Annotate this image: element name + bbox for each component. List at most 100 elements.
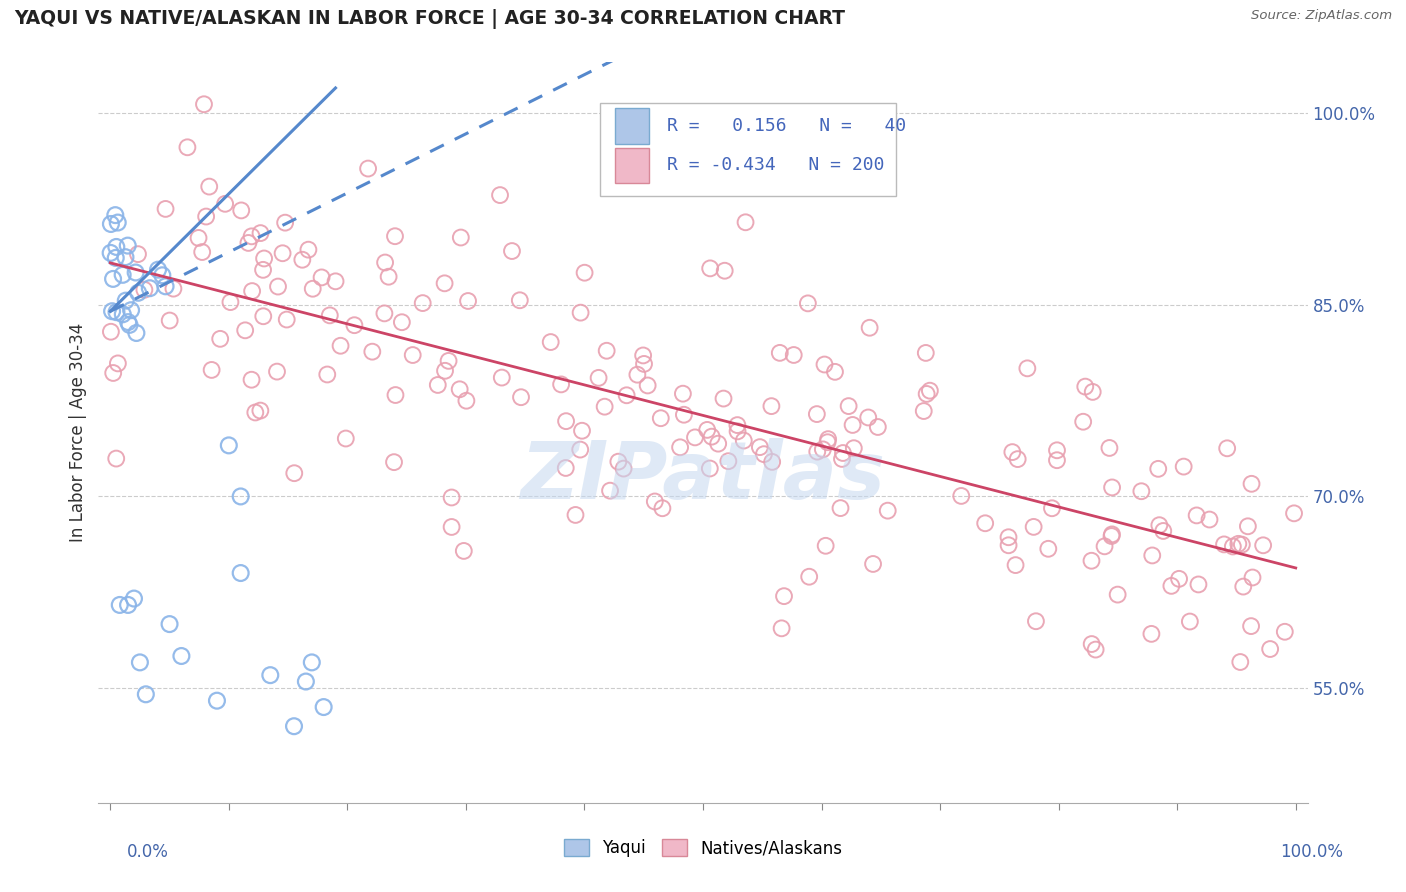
Point <box>433 277 456 291</box>
Point <box>1241 570 1264 584</box>
FancyBboxPatch shape <box>600 103 897 195</box>
Point <box>696 423 718 437</box>
Point <box>1074 379 1097 393</box>
Point <box>1168 572 1191 586</box>
Point <box>555 414 578 428</box>
Point <box>240 373 263 387</box>
Text: R =   0.156   N =   40: R = 0.156 N = 40 <box>666 117 905 135</box>
Point <box>1173 459 1195 474</box>
Text: ZIPatlas: ZIPatlas <box>520 438 886 516</box>
Point <box>725 418 748 433</box>
Point <box>103 366 125 380</box>
Point <box>437 354 460 368</box>
Point <box>440 520 463 534</box>
Point <box>117 598 139 612</box>
Point <box>699 261 721 276</box>
Point <box>276 312 298 326</box>
Point <box>550 377 572 392</box>
Point <box>384 388 406 402</box>
Point <box>134 283 156 297</box>
Point <box>195 210 218 224</box>
Point <box>249 403 271 417</box>
Point <box>297 243 319 257</box>
Point <box>402 348 425 362</box>
Point <box>616 388 638 402</box>
Point <box>510 390 533 404</box>
Point <box>607 455 630 469</box>
Point <box>841 417 863 432</box>
Point <box>205 694 228 708</box>
Point <box>127 247 149 261</box>
Point <box>105 451 128 466</box>
Point <box>540 334 562 349</box>
Point <box>1025 614 1047 628</box>
Point <box>713 264 735 278</box>
Point <box>159 617 181 632</box>
Point <box>1007 452 1029 467</box>
Point <box>155 279 177 293</box>
Point <box>862 557 884 571</box>
Point <box>129 656 152 670</box>
Point <box>214 197 236 211</box>
Text: R = -0.434   N = 200: R = -0.434 N = 200 <box>666 156 884 174</box>
Point <box>564 508 586 522</box>
Point <box>101 304 124 318</box>
Point <box>554 461 576 475</box>
Point <box>1040 501 1063 516</box>
Point <box>997 530 1019 544</box>
Point <box>295 674 318 689</box>
Point <box>139 281 162 295</box>
Point <box>1038 541 1060 556</box>
Point <box>240 229 263 244</box>
Point <box>361 344 384 359</box>
Point <box>858 410 880 425</box>
Point <box>125 326 148 340</box>
Text: YAQUI VS NATIVE/ALASKAN IN LABOR FORCE | AGE 30-34 CORRELATION CHART: YAQUI VS NATIVE/ALASKAN IN LABOR FORCE |… <box>14 9 845 29</box>
Text: 0.0%: 0.0% <box>127 843 169 861</box>
Point <box>773 589 796 603</box>
Point <box>271 246 294 260</box>
Point <box>100 325 122 339</box>
Point <box>717 454 740 468</box>
Point <box>193 97 215 112</box>
Text: Source: ZipAtlas.com: Source: ZipAtlas.com <box>1251 9 1392 22</box>
Point <box>1213 537 1236 551</box>
Point <box>1240 619 1263 633</box>
Point <box>571 424 593 438</box>
Point <box>426 378 449 392</box>
Point <box>316 368 339 382</box>
Point <box>233 323 256 337</box>
Point <box>824 365 846 379</box>
Point <box>107 215 129 229</box>
Point <box>1130 484 1153 499</box>
Point <box>997 538 1019 552</box>
Point <box>761 455 783 469</box>
Point <box>669 440 692 454</box>
Point <box>218 438 240 452</box>
Point <box>104 208 127 222</box>
Point <box>449 382 471 396</box>
Point <box>912 404 935 418</box>
Point <box>440 491 463 505</box>
Point <box>176 140 198 154</box>
Point <box>457 293 479 308</box>
Point <box>1004 558 1026 573</box>
Point <box>343 318 366 333</box>
Point <box>811 442 834 457</box>
Point <box>599 483 621 498</box>
Point <box>650 411 672 425</box>
Point <box>489 188 512 202</box>
Point <box>267 279 290 293</box>
Point <box>1046 453 1069 467</box>
Point <box>859 320 882 334</box>
Point <box>412 296 434 310</box>
Point <box>187 231 209 245</box>
Point <box>806 444 828 458</box>
Point <box>748 440 770 454</box>
Point <box>626 368 648 382</box>
Point <box>135 687 157 701</box>
Point <box>651 501 673 516</box>
Point <box>644 494 666 508</box>
Point <box>384 229 406 244</box>
Point <box>734 215 756 229</box>
